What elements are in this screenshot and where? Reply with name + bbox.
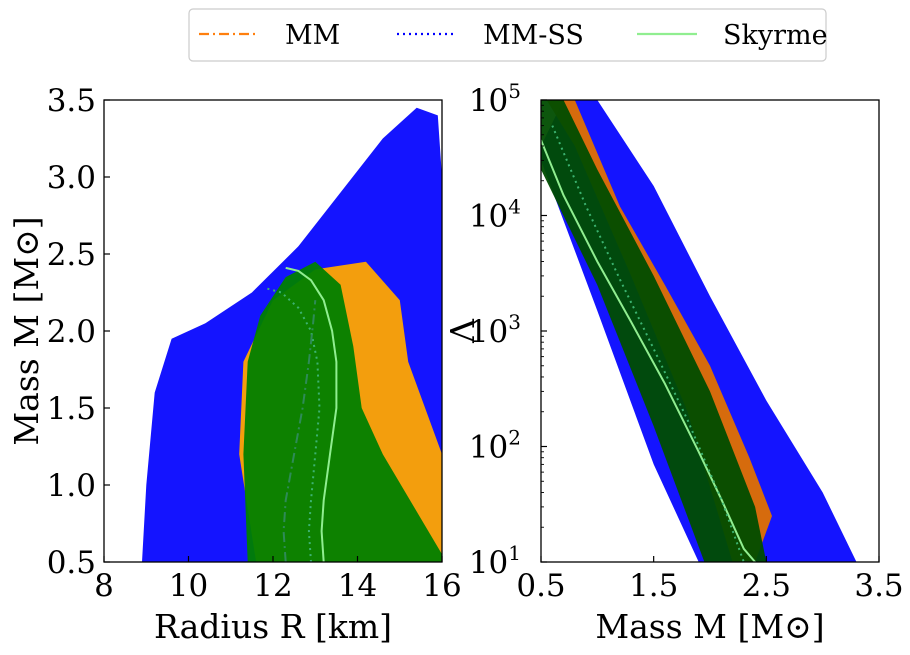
y-tick-exponent-right: 2 — [508, 426, 521, 450]
y-axis-label-left: Mass M [M⊙] — [7, 216, 46, 445]
x-tick-label-left: 16 — [422, 568, 461, 604]
x-tick-label-left: 14 — [338, 568, 377, 604]
legend-label-skyrme: Skyrme — [723, 20, 828, 51]
y-tick-label-right: 102 — [469, 426, 521, 466]
x-tick-label-left: 8 — [94, 568, 114, 604]
x-tick-label-right: 3.5 — [854, 568, 903, 604]
y-tick-label-left: 3.5 — [47, 83, 96, 119]
x-axis-label-left: Radius R [km] — [154, 607, 392, 646]
y-tick-label-left: 3.0 — [47, 160, 96, 196]
y-tick-label-right: 103 — [469, 310, 521, 350]
series-line-skyrme-right — [541, 139, 756, 562]
y-tick-label-left: 2.0 — [47, 314, 96, 350]
x-tick-label-right: 2.5 — [742, 568, 791, 604]
legend: MM MM-SS Skyrme — [188, 8, 828, 62]
y-axis-label-right: Λ — [443, 318, 482, 344]
x-axis-label-right: Mass M [M⊙] — [595, 607, 824, 646]
y-tick-label-right: 101 — [469, 541, 521, 581]
y-tick-exponent-right: 1 — [508, 541, 521, 565]
y-tick-base-right: 10 — [469, 430, 508, 466]
y-tick-base-right: 10 — [469, 199, 508, 235]
legend-frame — [188, 8, 827, 62]
legend-label-mm-ss: MM-SS — [483, 20, 584, 51]
y-tick-base-right: 10 — [469, 545, 508, 581]
y-tick-base-right: 10 — [469, 83, 508, 119]
y-tick-base-right: 10 — [469, 314, 508, 350]
y-tick-label-left: 1.0 — [47, 468, 96, 504]
y-tick-label-left: 1.5 — [47, 391, 96, 427]
series-line-skyrme-left — [285, 266, 338, 562]
x-tick-label-right: 1.5 — [629, 568, 678, 604]
y-tick-label-right: 105 — [469, 79, 521, 119]
x-tick-label-left: 10 — [169, 568, 208, 604]
series-line-mm-ss-left — [264, 286, 321, 562]
band-skyrme-right — [541, 100, 767, 562]
x-tick-label-right: 0.5 — [516, 568, 565, 604]
y-tick-label-left: 2.5 — [47, 237, 96, 273]
y-tick-label-left: 0.5 — [47, 545, 96, 581]
series-line-mm-left — [282, 300, 317, 562]
mass-radius-plot: 8 10 12 14 16 0.5 1.0 1.5 2.0 2.5 3.0 3.5 Radius R … — [7, 83, 462, 646]
y-tick-label-right: 104 — [469, 195, 521, 235]
band-skyrme-left — [243, 261, 442, 562]
legend-label-mm: MM — [285, 20, 340, 51]
y-tick-exponent-right: 3 — [508, 310, 521, 334]
y-tick-exponent-right: 5 — [508, 79, 521, 103]
x-tick-label-left: 12 — [253, 568, 292, 604]
y-tick-exponent-right: 4 — [508, 195, 521, 219]
